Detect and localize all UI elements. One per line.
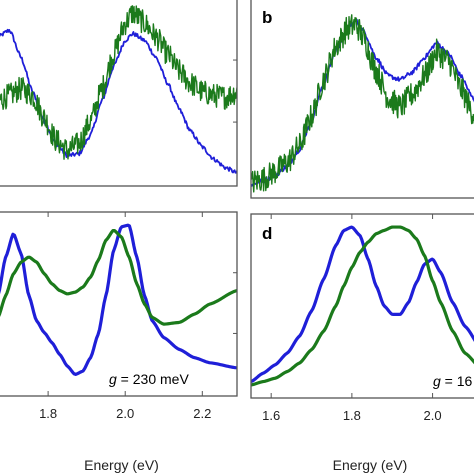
- panel-label: d: [262, 224, 272, 243]
- series-line-green: [251, 14, 474, 193]
- x-axis-label: Energy (eV): [333, 457, 408, 473]
- plot-area: [0, 5, 237, 174]
- plot-area: [251, 14, 474, 193]
- panel-c: 1.8 2.0 2.2 Energy (eV) g = 230 meV: [0, 211, 238, 473]
- series-line-green: [0, 5, 237, 160]
- series-line-green: [251, 225, 474, 387]
- x-tick-label: 1.8: [39, 406, 57, 421]
- series-line-green: [0, 228, 237, 326]
- x-tick-label: 2.0: [116, 406, 134, 421]
- x-tick-label: 1.8: [343, 408, 361, 423]
- panel-b: b: [250, 0, 474, 199]
- panel-d: d 1.6 1.8 2.0 Energy (eV) g = 16: [250, 213, 474, 473]
- plot-frame: [250, 0, 474, 199]
- series-line-blue: [251, 225, 474, 384]
- plot-frame: [250, 213, 474, 399]
- coupling-annotation: g = 230 meV: [109, 371, 189, 387]
- plot-frame: [0, 211, 238, 397]
- panel-label: b: [262, 8, 272, 27]
- x-axis-label: Energy (eV): [84, 457, 159, 473]
- coupling-annotation: g = 16: [433, 373, 473, 389]
- x-tick-label: 2.2: [193, 406, 211, 421]
- plot-area: [0, 223, 237, 377]
- x-tick-label: 2.0: [424, 408, 442, 423]
- series-line-blue: [0, 223, 237, 377]
- plot-frame: [0, 0, 238, 187]
- plot-area: [251, 225, 474, 387]
- x-tick-label: 1.6: [262, 408, 280, 423]
- panel-a: [0, 0, 238, 187]
